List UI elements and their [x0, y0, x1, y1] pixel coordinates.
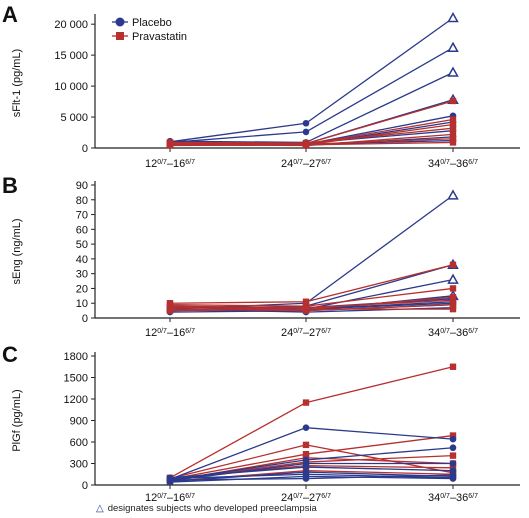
preeclampsia-marker	[447, 273, 459, 284]
pravastatin-point	[449, 139, 457, 146]
pravastatin-point	[449, 452, 457, 459]
y-tick-label: 20 000	[54, 19, 88, 31]
placebo-point	[302, 463, 310, 471]
legend-marker-square	[116, 32, 124, 40]
x-tick-label: 120/7–166/7	[145, 158, 195, 170]
pravastatin-point	[302, 399, 310, 406]
pravastatin-point	[449, 116, 457, 123]
placebo-point	[449, 460, 457, 467]
y-axis-label: sFlt-1 (pg/mL)	[11, 49, 23, 117]
chart-panel-b: B 0 10 20 30 40 50 60 70 80 90 sEng (ng/mL) 120/7–16…	[2, 173, 520, 339]
y-tick-label: 0	[82, 313, 88, 325]
y-tick-label: 50	[76, 239, 88, 251]
y-tick-label: 30	[76, 269, 88, 281]
pravastatin-point	[449, 261, 457, 268]
placebo-point	[166, 476, 174, 484]
pravastatin-point	[302, 450, 310, 458]
placebo-point	[302, 119, 310, 127]
panel-letter: C	[2, 342, 18, 367]
y-tick-label: 5 000	[60, 112, 88, 124]
series-line-placebo	[169, 194, 454, 310]
triangle-outline-icon: △	[96, 503, 104, 514]
placebo-point	[302, 128, 310, 136]
pravastatin-point	[449, 131, 457, 138]
pravastatin-point	[449, 135, 457, 142]
y-axis-label: PlGf (pg/mL)	[11, 389, 23, 451]
y-tick-label: 300	[70, 459, 88, 471]
y-tick-label: 80	[76, 195, 88, 207]
preeclampsia-marker	[447, 66, 459, 77]
x-tick-label: 340/7–366/7	[428, 492, 478, 504]
pravastatin-point	[302, 298, 310, 305]
x-tick-label: 340/7–366/7	[428, 327, 478, 339]
pravastatin-point	[449, 97, 457, 105]
placebo-point	[449, 444, 457, 452]
chart-panel-a: A 0 5 000 10 000 15 000 20 000 sFlt-1 (pg/mL) 1…	[2, 2, 520, 170]
pravastatin-point	[449, 124, 457, 132]
y-tick-label: 90	[76, 180, 88, 192]
pravastatin-point	[449, 285, 457, 292]
footnote-text: designates subjects who developed preecl…	[107, 503, 317, 514]
series-line-placebo	[169, 17, 454, 143]
placebo-point	[449, 471, 457, 479]
y-tick-label: 600	[70, 437, 88, 449]
legend-label: Placebo	[132, 17, 172, 29]
x-tick-label: 120/7–166/7	[145, 492, 195, 504]
pravastatin-point	[302, 441, 310, 449]
y-tick-label: 1800	[64, 351, 88, 363]
y-axis-label: sEng (ng/mL)	[11, 218, 23, 284]
preeclampsia-marker	[447, 189, 459, 200]
panel-letter: B	[2, 173, 18, 198]
pravastatin-point	[302, 305, 310, 313]
pravastatin-point	[449, 432, 457, 439]
y-tick-label: 15 000	[54, 50, 88, 62]
y-tick-label: 1500	[64, 373, 88, 385]
y-tick-label: 60	[76, 224, 88, 236]
y-tick-label: 0	[82, 480, 88, 492]
preeclampsia-footnote: △ designates subjects who developed preec…	[96, 503, 317, 514]
panel-letter: A	[2, 2, 18, 27]
chart-panel-c: C 0 300 600 900 1200 1500 1800 PlGf (pg/mL) 120/7…	[2, 342, 520, 504]
y-tick-label: 10	[76, 298, 88, 310]
x-tick-label: 120/7–166/7	[145, 327, 195, 339]
y-tick-label: 1200	[64, 394, 88, 406]
pravastatin-point	[302, 141, 310, 149]
y-tick-label: 10 000	[54, 81, 88, 93]
y-tick-label: 20	[76, 283, 88, 295]
x-tick-label: 240/7–276/7	[281, 492, 331, 504]
x-tick-label: 240/7–276/7	[281, 158, 331, 170]
legend-label: Pravastatin	[132, 31, 187, 43]
x-tick-label: 240/7–276/7	[281, 327, 331, 339]
pravastatin-point	[166, 307, 174, 314]
preeclampsia-marker	[447, 11, 459, 23]
preeclampsia-marker	[447, 41, 459, 52]
legend-marker-circle	[115, 17, 125, 27]
y-tick-label: 70	[76, 210, 88, 222]
pravastatin-point	[166, 142, 174, 149]
x-tick-label: 340/7–366/7	[428, 158, 478, 170]
y-tick-label: 40	[76, 254, 88, 266]
chart-legend: Placebo Pravastatin	[112, 17, 187, 43]
y-tick-label: 0	[82, 143, 88, 155]
y-tick-label: 900	[70, 416, 88, 428]
placebo-point	[302, 424, 310, 431]
pravastatin-point	[449, 305, 457, 313]
pravastatin-point	[449, 297, 457, 304]
placebo-point	[449, 435, 457, 443]
series-line-pravastatin	[169, 264, 454, 304]
pravastatin-point	[449, 301, 457, 308]
series-line-pravastatin	[169, 366, 454, 479]
pravastatin-point	[449, 121, 457, 128]
placebo-point	[302, 475, 310, 482]
pravastatin-point	[449, 363, 457, 370]
